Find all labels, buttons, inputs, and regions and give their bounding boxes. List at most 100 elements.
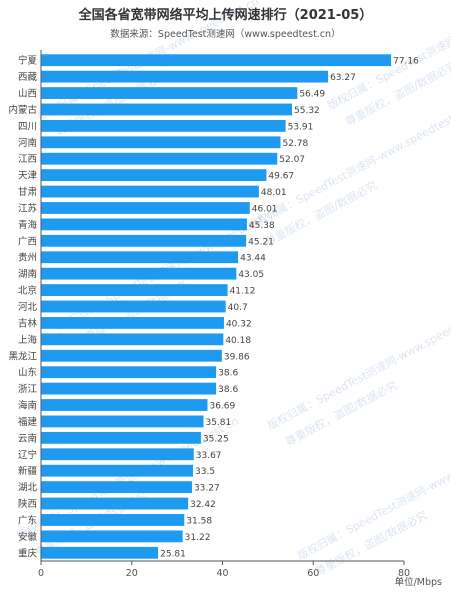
value-label: 56.49	[299, 90, 325, 100]
category-label: 黑龙江	[8, 350, 37, 362]
bar	[41, 317, 224, 329]
x-tick-label: 80	[398, 568, 410, 579]
category-label: 江苏	[18, 202, 38, 214]
bar	[41, 54, 392, 67]
category-label: 江西	[18, 154, 37, 165]
bar	[41, 514, 185, 526]
value-label: 52.78	[282, 139, 308, 149]
category-label: 宁夏	[18, 55, 38, 67]
bar	[41, 481, 192, 494]
category-label: 辽宁	[18, 449, 37, 461]
bar	[41, 119, 286, 132]
bar	[41, 382, 217, 395]
bar	[41, 349, 222, 362]
value-label: 40.7	[228, 303, 248, 313]
bar	[41, 333, 224, 346]
bar	[41, 284, 228, 296]
value-label: 43.05	[238, 270, 264, 280]
bar	[41, 267, 237, 280]
category-label: 上海	[18, 334, 38, 346]
value-label: 46.01	[252, 204, 278, 214]
bar	[41, 169, 267, 182]
value-label: 53.91	[288, 122, 314, 132]
category-label: 青海	[18, 219, 38, 231]
value-label: 33.27	[194, 484, 220, 494]
x-tick-label: 60	[307, 568, 319, 579]
chart-title: 全国各省宽带网络平均上传网速排行（2021-05）	[78, 8, 373, 23]
bar	[41, 234, 247, 247]
bar	[41, 399, 208, 411]
value-label: 38.6	[218, 369, 238, 379]
x-tick-label: 0	[38, 568, 44, 579]
value-label: 43.44	[240, 254, 266, 264]
x-axis-label: 单位/Mbps	[395, 576, 442, 588]
value-label: 31.22	[185, 533, 211, 543]
bar	[41, 136, 281, 149]
bar	[41, 448, 194, 461]
value-label: 40.18	[225, 336, 251, 346]
category-label: 甘肃	[18, 186, 37, 198]
category-label: 广西	[18, 235, 37, 247]
value-label: 45.38	[249, 221, 275, 231]
bar	[41, 202, 250, 214]
value-label: 25.81	[160, 549, 186, 559]
bar	[41, 87, 298, 99]
value-label: 35.81	[205, 418, 231, 428]
value-label: 38.6	[218, 385, 238, 395]
category-label: 山东	[18, 367, 37, 379]
category-label: 四川	[18, 121, 37, 132]
value-label: 40.32	[226, 319, 252, 329]
value-label: 48.01	[261, 188, 287, 198]
value-label: 41.12	[230, 287, 256, 297]
category-label: 安徽	[18, 531, 38, 543]
bar	[41, 185, 259, 198]
bar	[41, 497, 189, 510]
bar	[41, 431, 201, 444]
bar	[41, 546, 159, 559]
bar	[41, 218, 247, 231]
value-label: 35.25	[203, 434, 229, 444]
category-label: 云南	[18, 432, 37, 444]
value-label: 52.07	[279, 155, 305, 165]
value-label: 77.16	[393, 57, 419, 67]
value-label: 39.86	[224, 352, 250, 362]
bar	[41, 415, 204, 428]
category-label: 吉林	[18, 317, 38, 329]
category-label: 西藏	[18, 71, 38, 83]
bar	[41, 300, 226, 313]
value-label: 63.27	[330, 73, 356, 83]
bar	[41, 103, 293, 116]
bar	[41, 366, 217, 379]
category-label: 新疆	[18, 465, 38, 477]
watermark-text: 版权归属：SpeedTest测速网-www.speedtest.cn	[265, 304, 451, 433]
category-label: 陕西	[18, 498, 37, 510]
value-label: 31.58	[186, 516, 212, 526]
chart-subtitle: 数据来源：SpeedTest测速网（www.speedtest.cn）	[110, 29, 341, 40]
x-tick-label: 20	[126, 568, 138, 579]
value-label: 36.69	[209, 402, 235, 412]
category-label: 北京	[18, 285, 37, 297]
category-label: 浙江	[18, 383, 38, 395]
category-label: 天津	[18, 171, 38, 182]
value-label: 32.42	[190, 500, 216, 510]
bar	[41, 152, 278, 165]
bar	[41, 70, 329, 83]
value-label: 55.32	[294, 106, 320, 116]
bar	[41, 464, 194, 477]
x-tick-label: 40	[216, 568, 228, 579]
value-label: 33.5	[195, 467, 215, 477]
value-label: 45.21	[248, 237, 274, 247]
category-label: 广东	[18, 514, 37, 526]
category-label: 湖北	[18, 483, 38, 494]
value-label: 33.67	[196, 451, 222, 461]
category-label: 山西	[18, 89, 37, 100]
category-label: 河南	[18, 137, 37, 149]
value-label: 49.67	[268, 172, 294, 182]
category-label: 福建	[18, 416, 38, 428]
category-label: 湖南	[18, 268, 37, 280]
category-label: 内蒙古	[8, 104, 37, 116]
bar	[41, 530, 183, 543]
category-label: 重庆	[18, 547, 38, 559]
